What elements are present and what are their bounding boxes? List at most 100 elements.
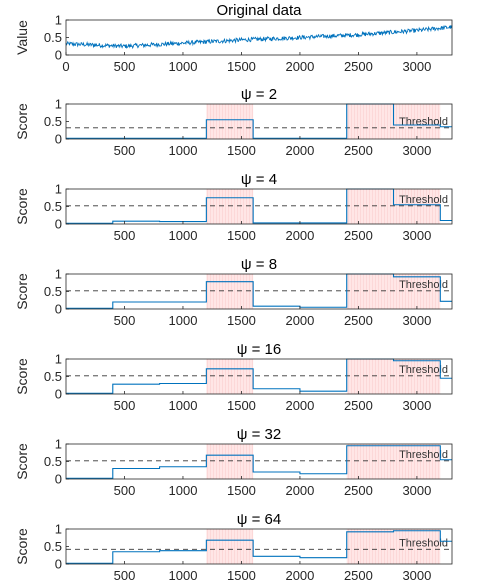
threshold-label: Threshold: [399, 194, 448, 206]
anomaly-region: [206, 529, 254, 564]
y-tick-label: 0: [55, 48, 62, 63]
x-tick-label: 2500: [344, 143, 373, 158]
y-tick-label: 1: [55, 13, 62, 28]
chart-panel-4: Threshold 500 1000 1500 2000 2500 3000 0 0.5 1 Sco…: [14, 341, 453, 413]
chart-panel-2: Threshold 500 1000 1500 2000 2500 3000 0 0.5 1 Sco…: [14, 171, 453, 243]
x-tick-label: 2000: [285, 398, 314, 413]
chart-title: ψ = 2: [241, 86, 277, 103]
x-tick-label: 2500: [344, 483, 373, 498]
x-tick-label: 2000: [285, 59, 314, 74]
x-tick-label: 2500: [344, 398, 373, 413]
chart-title: ψ = 16: [237, 341, 281, 358]
y-axis-label: Score: [14, 273, 30, 310]
anomaly-region: [206, 359, 254, 394]
threshold-label: Threshold: [399, 364, 448, 376]
x-tick-label: 500: [114, 313, 136, 328]
chart-title: ψ = 64: [237, 511, 281, 528]
y-tick-label: 0.5: [44, 114, 62, 129]
anomaly-region: [346, 444, 441, 479]
y-axis-label: Score: [14, 103, 30, 140]
x-tick-label: 1500: [227, 568, 256, 583]
y-tick-label: 0: [55, 217, 62, 232]
x-tick-label: 1000: [169, 313, 198, 328]
chart-panel-0: 0 500 1000 1500 2000 2500 300000.51ValueOrigin…: [14, 2, 453, 74]
x-tick-label: 1000: [169, 398, 198, 413]
anomaly-region: [206, 189, 254, 224]
chart-title: ψ = 32: [237, 426, 281, 443]
score-line: [66, 358, 452, 394]
x-tick-label: 1500: [227, 398, 256, 413]
x-tick-label: 2500: [344, 228, 373, 243]
axes-box: [65, 19, 453, 56]
y-tick-label: 0: [55, 132, 62, 147]
x-tick-label: 2000: [285, 313, 314, 328]
x-tick-label: 0: [62, 59, 69, 74]
y-tick-label: 1: [55, 97, 62, 112]
x-tick-label: 2500: [344, 568, 373, 583]
anomaly-region: [206, 444, 254, 479]
y-axis-label: Value: [14, 20, 30, 55]
x-tick-label: 500: [114, 568, 136, 583]
threshold-label: Threshold: [399, 537, 448, 549]
x-tick-label: 3000: [402, 483, 431, 498]
x-tick-label: 1000: [169, 59, 198, 74]
chart-title: ψ = 8: [241, 256, 277, 273]
score-line: [66, 103, 452, 139]
y-tick-label: 0.5: [44, 30, 62, 45]
x-tick-label: 500: [114, 228, 136, 243]
x-tick-label: 1500: [227, 228, 256, 243]
y-tick-label: 0.5: [44, 199, 62, 214]
y-axis-label: Score: [14, 443, 30, 480]
x-tick-label: 1000: [169, 228, 198, 243]
y-tick-label: 0: [55, 557, 62, 572]
x-tick-label: 1500: [227, 313, 256, 328]
score-line: [66, 188, 452, 224]
chart-panel-6: Threshold 500 1000 1500 2000 2500 3000 0 0.5 1 Sco…: [14, 511, 453, 583]
x-tick-label: 2000: [285, 568, 314, 583]
x-tick-label: 3000: [402, 313, 431, 328]
chart-title: Original data: [216, 2, 302, 19]
y-axis-label: Score: [14, 358, 30, 395]
y-tick-label: 1: [55, 522, 62, 537]
x-tick-label: 3000: [402, 143, 431, 158]
threshold-label: Threshold: [399, 449, 448, 461]
chart-panel-3: Threshold 500 1000 1500 2000 2500 3000 0 0.5 1 Sco…: [14, 256, 453, 328]
x-tick-label: 1500: [227, 483, 256, 498]
y-tick-label: 1: [55, 267, 62, 282]
x-tick-label: 2500: [344, 59, 373, 74]
y-tick-label: 0: [55, 387, 62, 402]
score-line: [66, 530, 452, 564]
y-tick-label: 1: [55, 182, 62, 197]
chart-title: ψ = 4: [241, 171, 277, 188]
x-tick-label: 500: [114, 483, 136, 498]
anomaly-region: [206, 104, 254, 139]
x-tick-label: 1000: [169, 143, 198, 158]
score-line: [66, 445, 452, 479]
x-tick-label: 1000: [169, 483, 198, 498]
value-line: [65, 25, 453, 50]
threshold-label: Threshold: [399, 279, 448, 291]
x-tick-label: 2000: [285, 228, 314, 243]
x-tick-label: 500: [114, 143, 136, 158]
x-tick-label: 3000: [402, 228, 431, 243]
y-tick-label: 0.5: [44, 454, 62, 469]
chart-panel-5: Threshold 500 1000 1500 2000 2500 3000 0 0.5 1 Sco…: [14, 426, 453, 498]
x-tick-label: 3000: [402, 59, 431, 74]
x-tick-label: 500: [114, 59, 136, 74]
x-tick-label: 500: [114, 398, 136, 413]
x-tick-label: 1500: [227, 59, 256, 74]
y-tick-label: 0.5: [44, 539, 62, 554]
y-axis-label: Score: [14, 188, 30, 225]
x-tick-label: 3000: [402, 398, 431, 413]
x-tick-label: 2500: [344, 313, 373, 328]
anomaly-region: [346, 529, 441, 564]
y-tick-label: 0: [55, 302, 62, 317]
anomaly-region: [206, 274, 254, 309]
x-tick-label: 1000: [169, 568, 198, 583]
anomaly-region: [346, 359, 441, 394]
y-tick-label: 0: [55, 472, 62, 487]
y-tick-label: 0.5: [44, 284, 62, 299]
y-tick-label: 1: [55, 352, 62, 367]
